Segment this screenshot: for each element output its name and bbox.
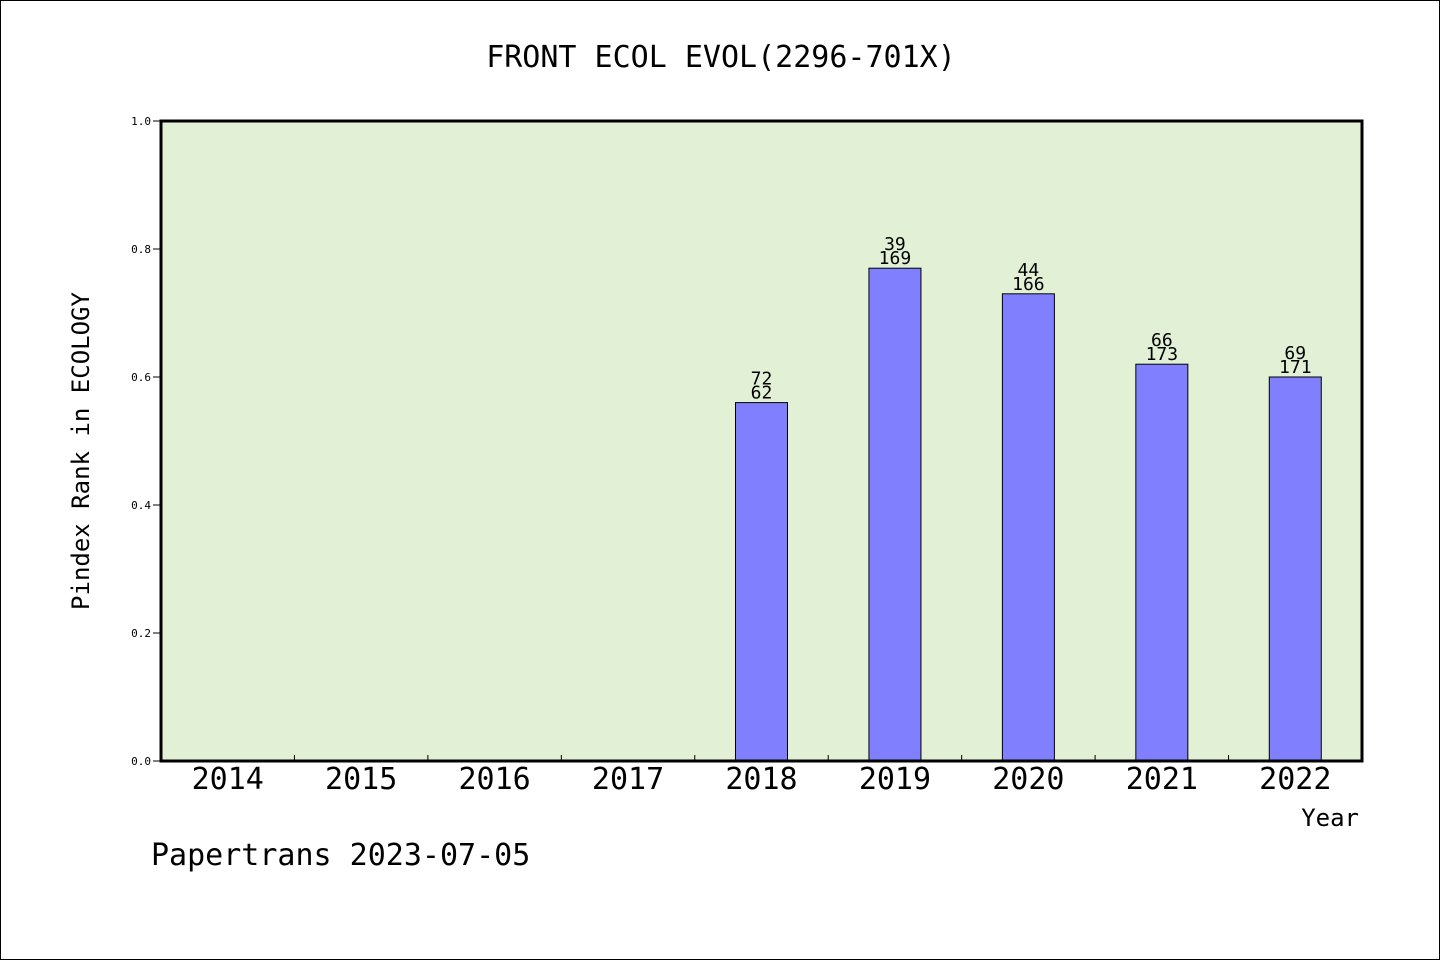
x-tick-label: 2014 (192, 762, 264, 797)
x-tick-label: 2020 (992, 762, 1064, 797)
bar-label-top: 72 (751, 369, 773, 390)
bars-group (735, 267, 1322, 762)
y-tick-label: 0.4 (131, 499, 151, 512)
bar-label-top: 44 (1018, 260, 1040, 281)
y-axis: 0.0 0.2 0.4 0.6 0.8 1.0 (131, 115, 161, 768)
bar-2018 (735, 402, 788, 762)
plot-border (159, 119, 1364, 763)
chart-title: FRONT ECOL EVOL(2296-701X) (486, 40, 956, 75)
bar-label-top: 66 (1151, 330, 1173, 351)
bar-2021 (1135, 363, 1189, 762)
x-tick-label: 2016 (458, 762, 530, 797)
y-tick-label: 0.6 (131, 371, 151, 384)
x-tick-label: 2021 (1126, 762, 1198, 797)
x-axis-label: Year (1301, 804, 1359, 832)
bar-label-bottom: 171 (1279, 357, 1312, 378)
footer-credit: Papertrans 2023-07-05 (151, 838, 530, 873)
x-axis: 2014 2015 2016 2017 2018 2019 2020 2021 2022 (192, 755, 1331, 797)
bar-label-bottom: 62 (751, 383, 773, 404)
y-tick-label: 0.0 (131, 755, 151, 768)
bar-label-bottom: 169 (879, 248, 912, 269)
bar-label-top: 39 (884, 234, 906, 255)
bar-2019 (868, 267, 922, 762)
x-tick-label: 2022 (1259, 762, 1331, 797)
y-axis-label: Pindex Rank in ECOLOGY (67, 292, 95, 610)
bar-label-bottom: 166 (1012, 274, 1045, 295)
bar-label-top: 69 (1284, 343, 1306, 364)
y-tick-label: 0.8 (131, 243, 151, 256)
bar-label-bottom: 173 (1146, 344, 1179, 365)
y-tick-label: 0.2 (131, 627, 151, 640)
bar-2020 (1001, 293, 1055, 762)
x-tick-label: 2018 (725, 762, 797, 797)
x-tick-label: 2017 (592, 762, 664, 797)
bar-2022 (1268, 376, 1322, 762)
y-tick-label: 1.0 (131, 115, 151, 128)
x-tick-label: 2019 (859, 762, 931, 797)
x-tick-label: 2015 (325, 762, 397, 797)
